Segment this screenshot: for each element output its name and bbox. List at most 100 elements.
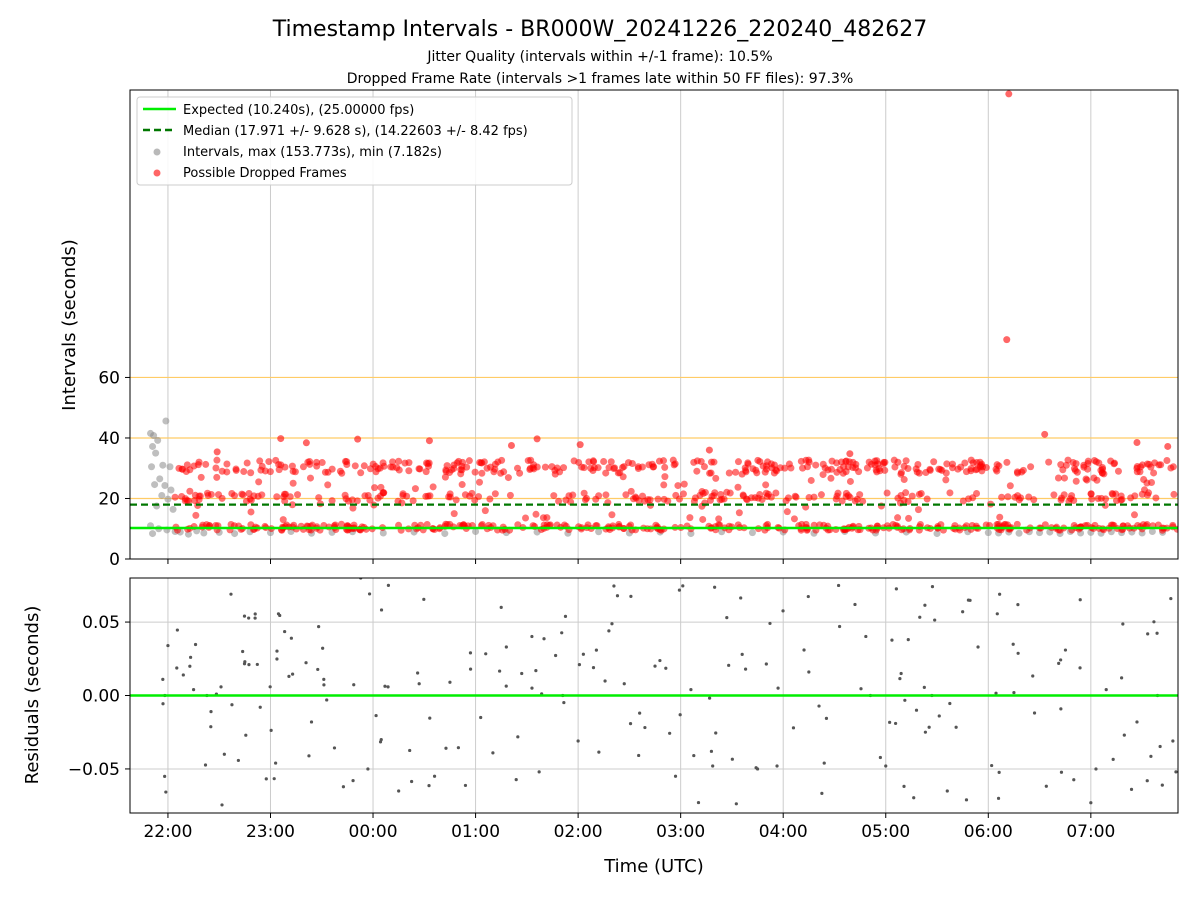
dropped-frame-point xyxy=(524,457,532,465)
dropped-frame-point xyxy=(328,497,336,505)
residual-point xyxy=(709,749,714,753)
residual-point xyxy=(304,661,308,665)
dropped-frame-point xyxy=(738,470,746,478)
residual-point xyxy=(884,764,888,768)
residual-point xyxy=(730,757,734,761)
residual-point xyxy=(1160,783,1164,787)
dropped-frame-point xyxy=(415,465,423,473)
dropped-frame-point xyxy=(674,482,682,490)
dropped-frame-point xyxy=(715,521,723,529)
dropped-frame-point xyxy=(541,463,549,471)
residual-point xyxy=(164,790,168,794)
interval-point xyxy=(1015,529,1023,537)
residual-point xyxy=(1016,651,1020,655)
dropped-frame-point xyxy=(478,521,486,529)
dropped-frame-point xyxy=(949,464,957,472)
dropped-frame-point xyxy=(247,508,255,516)
dropped-frame-point xyxy=(1133,468,1141,476)
dropped-frame-point xyxy=(468,489,476,497)
dropped-frame-point xyxy=(669,456,677,464)
dropped-frame-point xyxy=(946,489,954,497)
dropped-frame-point xyxy=(506,491,514,499)
dropped-frame-point xyxy=(812,461,820,469)
dropped-frame-point xyxy=(732,468,740,476)
residual-point xyxy=(258,705,262,709)
dropped-frame-point xyxy=(846,450,854,458)
dropped-frame-point xyxy=(1004,493,1012,501)
dropped-frame-point xyxy=(223,468,231,476)
residual-point xyxy=(278,613,282,618)
residual-point xyxy=(448,680,452,684)
dropped-frame-point xyxy=(1057,461,1065,469)
dropped-frame-point xyxy=(1133,439,1141,447)
residual-point xyxy=(188,664,192,668)
dropped-frame-point xyxy=(790,515,798,523)
residual-point xyxy=(290,672,295,676)
dropped-frame-point xyxy=(366,465,374,473)
residual-point xyxy=(902,784,906,788)
dropped-frame-point xyxy=(1003,336,1011,344)
residual-point xyxy=(498,669,502,673)
dropped-frame-point xyxy=(281,497,289,505)
interval-point xyxy=(151,481,159,489)
residual-point xyxy=(898,676,902,681)
dropped-frame-point xyxy=(1139,521,1147,529)
dropped-frame-point xyxy=(1108,490,1116,498)
dropped-frame-point xyxy=(833,492,841,500)
residual-point xyxy=(289,636,293,640)
residual-point xyxy=(673,774,678,778)
dropped-frame-point xyxy=(675,495,683,503)
residual-point xyxy=(927,725,931,729)
dropped-frame-point xyxy=(619,473,627,481)
legend-box xyxy=(136,96,573,186)
residual-point xyxy=(577,663,582,667)
dropped-frame-point xyxy=(532,510,540,518)
dropped-frame-point xyxy=(477,459,485,467)
dropped-frame-point xyxy=(1097,494,1105,502)
dropped-frame-point xyxy=(543,521,551,529)
dropped-frame-point xyxy=(374,494,382,502)
residual-point xyxy=(681,584,685,588)
dropped-frame-point xyxy=(371,484,379,492)
residual-point xyxy=(1149,754,1153,758)
residual-point xyxy=(287,674,291,679)
residual-point xyxy=(802,648,806,652)
legend-intervals-label: Intervals, max (153.773s), min (7.182s) xyxy=(183,145,442,160)
residual-point xyxy=(791,726,796,730)
residual-point xyxy=(836,583,841,588)
top-y-axis-label: Intervals (seconds) xyxy=(59,239,80,411)
residual-point xyxy=(918,615,922,619)
bottom-plot-frame xyxy=(129,577,1179,814)
chart-subtitle-dropped: Dropped Frame Rate (intervals >1 frames … xyxy=(347,71,854,87)
dropped-frame-point xyxy=(706,469,714,477)
residual-point xyxy=(283,629,287,634)
interval-point xyxy=(441,530,449,538)
dropped-frame-point xyxy=(902,457,910,465)
residual-point xyxy=(275,649,279,653)
dropped-frame-point xyxy=(817,491,825,499)
residual-point xyxy=(422,597,426,601)
residual-point xyxy=(597,750,601,754)
x-tick-label: 07:00 xyxy=(1066,822,1115,842)
dropped-frame-point xyxy=(894,514,902,522)
residual-point xyxy=(740,652,744,656)
dropped-frame-point xyxy=(734,458,742,466)
dropped-frame-point xyxy=(204,491,212,499)
residual-point xyxy=(247,663,251,667)
dropped-frame-point xyxy=(1054,474,1062,482)
interval-point xyxy=(164,495,172,503)
dropped-frame-point xyxy=(491,490,499,498)
dropped-frame-point xyxy=(514,521,522,529)
interval-point xyxy=(200,529,208,537)
residual-point xyxy=(230,703,234,707)
dropped-frame-point xyxy=(1100,470,1108,478)
dropped-frame-point xyxy=(922,469,930,477)
dropped-frame-point xyxy=(1150,469,1158,477)
residual-point xyxy=(560,631,564,635)
dropped-frame-point xyxy=(299,463,307,471)
residual-point xyxy=(516,735,520,739)
residual-point xyxy=(1059,770,1064,774)
interval-point xyxy=(149,530,157,538)
dropped-frame-point xyxy=(1072,460,1080,468)
dropped-frame-point xyxy=(1027,463,1035,471)
